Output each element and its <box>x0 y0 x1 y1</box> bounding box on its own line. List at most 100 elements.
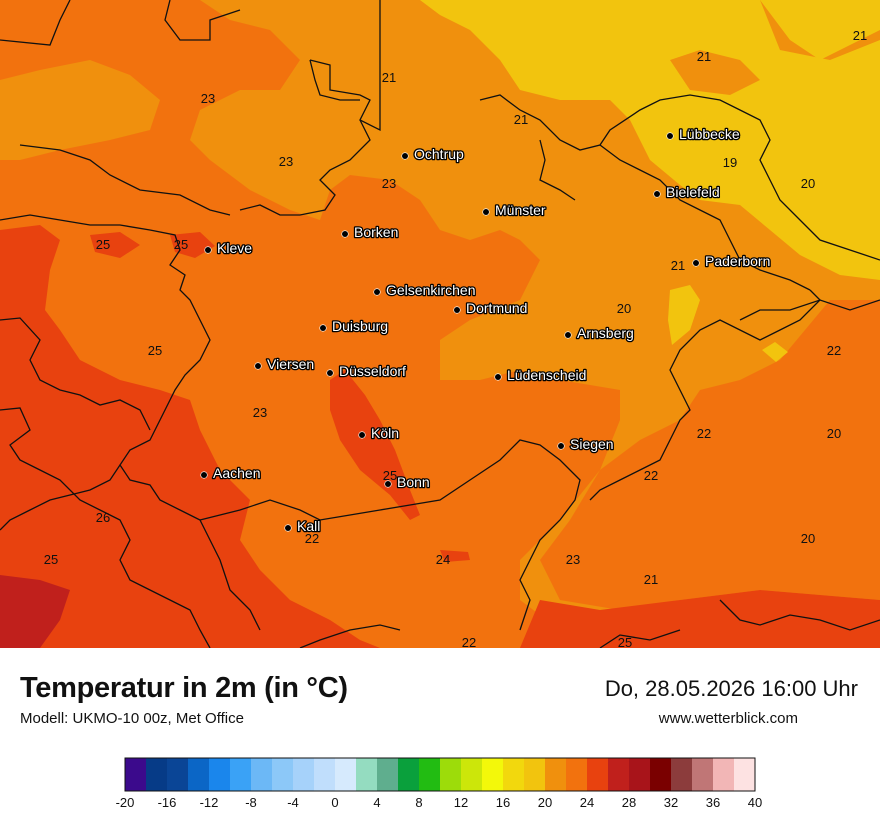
city-label: Gelsenkirchen <box>386 282 476 298</box>
legend-ticks: -20 -16 -12 -8 -4 0 4 8 12 16 20 24 28 32 36 40 <box>116 795 763 810</box>
map-title: Temperatur in 2m (in °C) <box>20 672 348 704</box>
city-label: Köln <box>371 425 399 441</box>
temp-label: 20 <box>617 301 631 316</box>
temperature-map: 21 23 21 23 23 21 19 20 25 25 21 20 25 2… <box>0 0 880 648</box>
legend-tick-label: 4 <box>373 795 380 810</box>
temperature-labels: 21 23 21 23 23 21 19 20 25 25 21 20 25 2… <box>44 49 841 648</box>
city-bonn[interactable]: Bonn <box>384 473 431 491</box>
legend-frame <box>124 757 756 792</box>
temp-field-25-patch <box>440 550 470 562</box>
city-duisburg[interactable]: Duisburg <box>319 317 389 335</box>
city-dortmund[interactable]: Dortmund <box>453 299 529 317</box>
city-luedenscheid[interactable]: Lüdenscheid <box>494 366 588 384</box>
temp-label: 21 <box>514 112 528 127</box>
city-label: Paderborn <box>705 253 770 269</box>
temp-field-20 <box>210 0 880 60</box>
city-dot <box>254 362 262 370</box>
temp-label: 21 <box>644 572 658 587</box>
city-label: Bielefeld <box>666 184 720 200</box>
city-label: Kleve <box>217 240 252 256</box>
temp-label: 23 <box>279 154 293 169</box>
legend-swatch <box>734 758 756 791</box>
city-duesseldorf[interactable]: Düsseldorf <box>326 362 407 380</box>
temp-field-25-kleve2 <box>170 232 215 258</box>
temp-label: 25 <box>618 635 632 648</box>
city-kall[interactable]: Kall <box>284 517 322 535</box>
temp-label: 20 <box>801 531 815 546</box>
temp-label: 25 <box>96 237 110 252</box>
legend-tick-label: 8 <box>415 795 422 810</box>
legend-swatch <box>293 758 315 791</box>
city-arnsberg[interactable]: Arnsberg <box>564 324 635 342</box>
legend-swatch <box>314 758 336 791</box>
website-link[interactable]: www.wetterblick.com <box>658 710 798 727</box>
city-dot <box>384 480 392 488</box>
city-borken[interactable]: Borken <box>341 223 400 241</box>
temp-label: 20 <box>801 176 815 191</box>
temp-label: 21 <box>853 28 867 43</box>
temp-label: 25 <box>383 468 397 483</box>
temp-label: 23 <box>382 176 396 191</box>
legend-tick-label: 28 <box>622 795 636 810</box>
city-label: Dortmund <box>466 300 527 316</box>
city-dot <box>557 442 565 450</box>
legend-tick-label: 12 <box>454 795 468 810</box>
temp-label: 20 <box>827 426 841 441</box>
city-kleve[interactable]: Kleve <box>204 239 254 257</box>
temp-label: 24 <box>436 552 450 567</box>
legend-swatch <box>461 758 483 791</box>
city-bielefeld[interactable]: Bielefeld <box>653 183 721 201</box>
city-luebbecke[interactable]: Lübbecke <box>666 125 741 143</box>
legend-swatch <box>125 758 147 791</box>
city-dot <box>200 471 208 479</box>
footer: Temperatur in 2m (in °C) Modell: UKMO-10… <box>0 648 880 830</box>
legend-swatch <box>377 758 399 791</box>
temp-label: 25 <box>148 343 162 358</box>
city-siegen[interactable]: Siegen <box>557 435 615 453</box>
legend-swatch <box>545 758 567 791</box>
legend-tick-label: 32 <box>664 795 678 810</box>
temp-label: 25 <box>44 552 58 567</box>
temp-field-19 <box>420 0 880 280</box>
city-aachen[interactable]: Aachen <box>200 464 262 482</box>
city-label: Duisburg <box>332 318 388 334</box>
city-paderborn[interactable]: Paderborn <box>692 252 772 270</box>
legend-swatch <box>335 758 357 791</box>
legend-swatch <box>356 758 378 791</box>
legend-swatch <box>692 758 714 791</box>
legend-swatch <box>524 758 546 791</box>
temp-label: 25 <box>174 237 188 252</box>
borders <box>0 0 880 648</box>
legend-swatch <box>272 758 294 791</box>
city-label: Kall <box>297 518 320 534</box>
temp-field-21-north <box>670 50 760 95</box>
legend-swatch <box>419 758 441 791</box>
temp-field-25-cologne <box>330 370 420 520</box>
city-viersen[interactable]: Viersen <box>254 355 316 373</box>
city-dot <box>692 259 700 267</box>
city-gelsenkirchen[interactable]: Gelsenkirchen <box>373 281 477 299</box>
legend-swatch <box>503 758 525 791</box>
temp-label: 21 <box>671 258 685 273</box>
city-label: Münster <box>495 202 546 218</box>
city-dot <box>373 288 381 296</box>
temp-field-25-south <box>520 590 880 648</box>
city-label: Lüdenscheid <box>507 367 586 383</box>
city-dot <box>564 331 572 339</box>
city-ochtrup[interactable]: Ochtrup <box>401 145 465 163</box>
cities: Lübbecke Ochtrup Bielefeld Münster Borke… <box>200 125 772 535</box>
temp-field-21b <box>0 60 160 160</box>
legend-tick-label: 40 <box>748 795 762 810</box>
legend-tick-label: -4 <box>287 795 299 810</box>
legend-swatches <box>124 757 756 792</box>
legend-swatch <box>713 758 735 791</box>
city-koeln[interactable]: Köln <box>358 424 400 442</box>
legend-swatch <box>209 758 231 791</box>
city-dot <box>326 369 334 377</box>
temp-label: 22 <box>827 343 841 358</box>
city-muenster[interactable]: Münster <box>482 201 547 219</box>
temp-label: 21 <box>382 70 396 85</box>
temp-field-25-west <box>0 225 380 648</box>
legend-tick-label: 36 <box>706 795 720 810</box>
legend-swatch <box>167 758 189 791</box>
